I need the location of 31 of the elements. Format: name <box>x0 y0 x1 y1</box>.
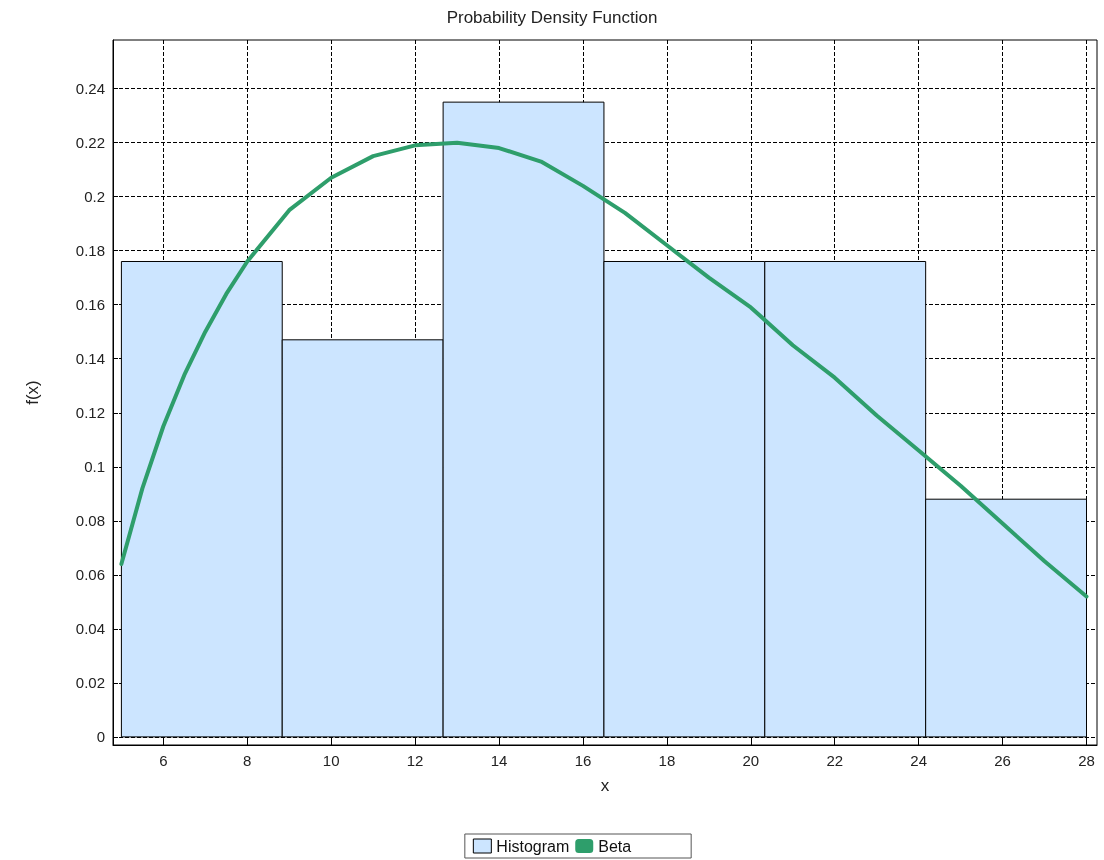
chart-title: Probability Density Function <box>446 8 658 27</box>
legend-label: Beta <box>598 837 632 855</box>
x-tick-label: 10 <box>322 752 340 769</box>
y-tick-label: 0.1 <box>84 458 105 476</box>
x-tick-label: 22 <box>826 752 844 769</box>
y-tick-label: 0.2 <box>84 188 105 206</box>
line-series <box>119 140 1089 599</box>
x-tick-label: 8 <box>243 752 252 769</box>
x-axis-title: x <box>600 776 610 795</box>
legend-label: Histogram <box>496 837 570 855</box>
y-tick-label: 0.04 <box>75 620 105 638</box>
y-tick-label: 0.16 <box>75 296 105 314</box>
y-tick-label: 0.06 <box>75 566 105 584</box>
y-tick-label: 0.14 <box>75 350 105 368</box>
x-tick-label: 28 <box>1078 752 1095 769</box>
x-tick-label: 20 <box>742 752 760 769</box>
y-tick-label: 0.02 <box>75 674 105 692</box>
x-tick-label: 14 <box>490 752 508 769</box>
y-tick-label: 0 <box>96 728 105 746</box>
y-tick-label: 0.22 <box>75 134 105 152</box>
y-tick-label: 0.24 <box>75 80 105 98</box>
y-tick-label: 0.12 <box>75 404 105 422</box>
x-tick-label: 16 <box>574 752 592 769</box>
y-axis-title: f(x) <box>23 380 42 405</box>
y-tick-label: 0.08 <box>75 512 105 530</box>
y-tick-label: 0.18 <box>75 242 105 260</box>
x-tick-label: 26 <box>994 752 1011 769</box>
x-tick-label: 12 <box>406 752 424 769</box>
x-tick-label: 24 <box>910 752 928 769</box>
x-tick-label: 6 <box>159 752 168 769</box>
x-tick-label: 18 <box>658 752 676 769</box>
